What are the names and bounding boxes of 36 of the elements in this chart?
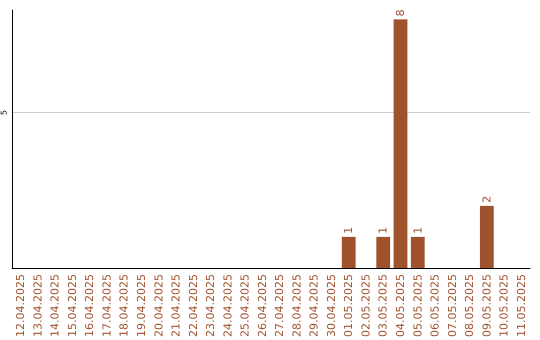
x-tick-label: 13.04.2025	[31, 274, 44, 338]
x-tick-label: 30.04.2025	[324, 274, 338, 338]
x-tick-label: 01.05.2025	[342, 274, 356, 338]
data-label: 1	[411, 226, 424, 234]
x-tick-label: 07.05.2025	[446, 274, 459, 338]
data-label: 8	[394, 9, 407, 16]
x-tick-label: 23.04.2025	[204, 274, 218, 338]
x-tick-label: 06.05.2025	[428, 274, 442, 338]
x-tick-label: 22.04.2025	[186, 274, 200, 338]
x-tick-label: 28.04.2025	[290, 274, 304, 338]
x-tick-label: 21.04.2025	[170, 274, 183, 338]
x-tick-label: 04.05.2025	[394, 274, 407, 338]
x-tick-label: 24.04.2025	[221, 274, 234, 338]
x-tick-label: 14.04.2025	[48, 274, 62, 338]
x-tick-label: 29.04.2025	[308, 274, 321, 338]
x-tick-label: 02.05.2025	[359, 274, 372, 338]
x-tick-label: 19.04.2025	[135, 274, 148, 338]
x-tick-label: 25.04.2025	[238, 274, 252, 338]
data-label: 1	[342, 226, 356, 234]
x-tick-label: 17.04.2025	[100, 274, 114, 338]
x-tick-label: 15.04.2025	[66, 274, 79, 338]
x-tick-label: 16.04.2025	[83, 274, 96, 338]
x-tick-label: 20.04.2025	[152, 274, 166, 338]
y-tick-label: 5	[0, 110, 8, 116]
x-tick-label: 27.04.2025	[273, 274, 286, 338]
x-tick-label: 05.05.2025	[411, 274, 424, 338]
x-tick-label: 18.04.2025	[118, 274, 131, 338]
data-label: 1	[376, 226, 390, 234]
x-tick-label: 10.05.2025	[498, 274, 511, 338]
x-tick-label: 03.05.2025	[376, 274, 390, 338]
x-tick-label: 11.05.2025	[514, 274, 528, 338]
x-tick-label: 12.04.2025	[14, 274, 28, 338]
x-tick-label: 08.05.2025	[463, 274, 476, 338]
x-tick-label: 26.04.2025	[256, 274, 269, 338]
x-tick-label: 09.05.2025	[480, 274, 494, 338]
data-label: 2	[480, 196, 494, 203]
